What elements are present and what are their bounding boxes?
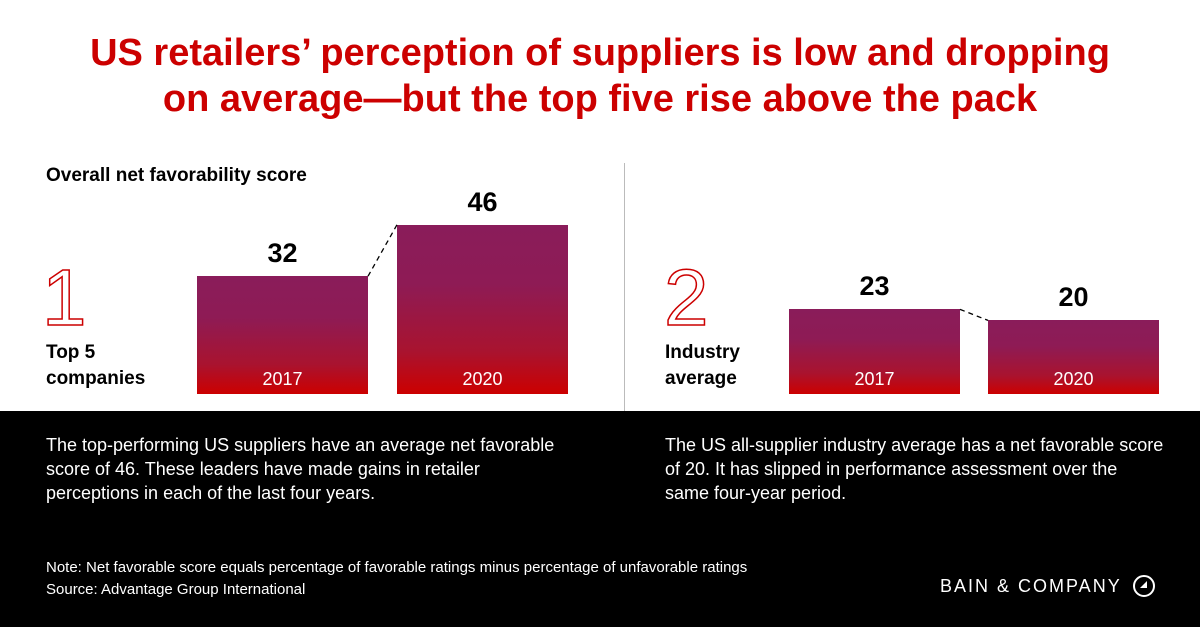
bar-2017: 2017 [197,276,368,394]
note-text: Note: Net favorable score equals percent… [46,559,748,576]
group-label-line: Industry [665,342,740,363]
logo-icon [1132,575,1155,597]
bar-2017: 2017 [789,309,960,394]
trend-connector [367,224,398,277]
description-right: The US all-supplier industry average has… [665,435,1164,503]
bar-2020: 2020 [988,320,1159,394]
bar-value-label: 46 [467,186,498,217]
logo-text: BAIN & COMPANY [940,575,1122,596]
title-line-2: on average—but the top five rise above t… [162,78,1038,120]
group-label-1: Top 5 companies [46,340,145,392]
chart-subtitle: Overall net favorability score [46,165,307,186]
group-number-1: 1 [41,253,87,342]
group-label-2: Industry average [665,340,740,392]
group-number-2: 2 [663,253,709,342]
group-label-line: companies [46,368,146,389]
title-line-1: US retailers’ perception of suppliers is… [90,32,1110,74]
trend-connector [959,308,989,322]
bar-year-label: 2020 [462,368,503,389]
footnote: Note: Net favorable score equals percent… [46,557,747,601]
bar-year-label: 2017 [262,368,303,389]
bain-logo: BAIN & COMPANY [940,574,1156,598]
bar-year-label: 2017 [854,368,895,389]
bar-value-label: 20 [1058,282,1089,313]
description-panel [0,411,1200,627]
bar-value-label: 32 [267,238,298,269]
page-title: US retailers’ perception of suppliers is… [0,30,1200,122]
bar-year-label: 2020 [1053,368,1094,389]
bar-2020: 2020 [397,224,568,394]
description-left: The top-performing US suppliers have an … [46,435,555,503]
bar-value-label: 23 [859,271,890,302]
group-label-line: average [665,368,737,389]
source-text: Source: Advantage Group International [46,581,306,598]
group-label-line: Top 5 [46,342,96,363]
divider [624,163,625,506]
